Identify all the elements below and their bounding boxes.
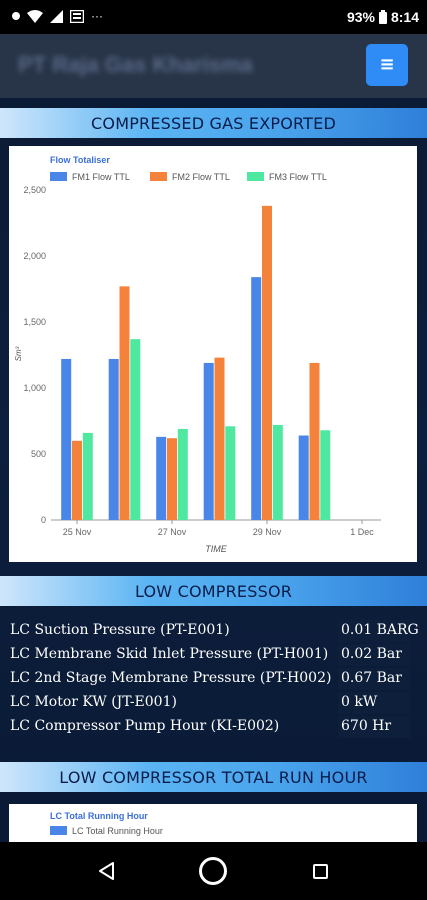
bar: [214, 357, 225, 520]
bar: [82, 432, 93, 520]
bar: [262, 205, 272, 520]
lc-row-label: LC Suction Pressure (PT-E001): [10, 622, 230, 638]
y-axis-ticks: 0 500 1,000 1,500 2,000 2,500: [23, 185, 46, 525]
section-compressed-gas: COMPRESSED GAS EXPORTED: [0, 108, 427, 138]
clock: 8:14: [390, 9, 419, 25]
bar: [167, 438, 177, 520]
signal-icon: [50, 9, 63, 23]
lc-row: LC 2nd Stage Membrane Pressure (PT-H002)…: [0, 667, 427, 691]
flow-totaliser-chart: Flow Totaliser FM1 Flow TTL FM2 Flow TTL F…: [9, 146, 417, 562]
legend-label: FM1 Flow TTL: [72, 172, 130, 182]
bar: [130, 339, 141, 520]
app-content[interactable]: PT Raja Gas Kharisma ≡ COMPRESSED GAS EX…: [0, 34, 427, 842]
chart-title: LC Total Running Hour: [50, 811, 148, 821]
menu-button[interactable]: ≡: [366, 44, 408, 86]
lc-row: LC Suction Pressure (PT-E001) 0.01 BARG: [0, 619, 427, 643]
bar: [203, 362, 214, 520]
x-tick-label: 27 Nov: [158, 527, 187, 537]
x-axis-label: TIME: [205, 544, 227, 554]
lc-row-label: LC Compressor Pump Hour (KI-E002): [10, 718, 280, 734]
low-compressor-table: LC Suction Pressure (PT-E001) 0.01 BARG …: [0, 619, 427, 739]
lc-running-hour-svg: LC Total Running Hour LC Total Running H…: [50, 811, 163, 836]
lc-row-label: LC Motor KW (JT-E001): [10, 694, 177, 710]
legend-swatch: [50, 826, 67, 835]
lc-row-value: 670 Hr: [338, 716, 410, 738]
status-icons-left: ···: [12, 9, 103, 23]
system-nav-bar: [0, 842, 427, 900]
lc-row: LC Motor KW (JT-E001) 0 kW: [0, 691, 427, 715]
lc-row-value: 0.01 BARG: [338, 620, 419, 642]
more-notifications-icon: ···: [91, 9, 103, 23]
legend-swatch: [50, 172, 67, 181]
y-tick-label: 500: [31, 449, 46, 459]
bar: [320, 430, 331, 520]
back-icon[interactable]: [98, 862, 116, 880]
lc-row: LC Membrane Skid Inlet Pressure (PT-H001…: [0, 643, 427, 667]
news-app-icon: [70, 9, 84, 23]
legend-swatch: [247, 172, 264, 181]
x-axis-ticks: 25 Nov 27 Nov 29 Nov 1 Dec: [63, 520, 374, 537]
x-tick-label: 25 Nov: [63, 527, 92, 537]
recent-apps-icon[interactable]: [313, 864, 328, 879]
bar: [108, 358, 119, 520]
y-tick-label: 1,000: [23, 383, 46, 393]
bar: [298, 435, 309, 520]
y-tick-label: 2,500: [23, 185, 46, 195]
chart-bars: [61, 205, 331, 520]
x-tick-label: 29 Nov: [253, 527, 282, 537]
legend-swatch: [150, 172, 167, 181]
bar: [119, 286, 130, 520]
app-title: PT Raja Gas Kharisma: [18, 52, 253, 77]
legend-label: LC Total Running Hour: [72, 826, 163, 836]
lc-row: LC Compressor Pump Hour (KI-E002) 670 Hr: [0, 715, 427, 739]
y-tick-label: 1,500: [23, 317, 46, 327]
section-low-compressor: LOW COMPRESSOR: [0, 576, 427, 606]
lc-row-value: 0.02 Bar: [338, 644, 410, 666]
legend-label: FM2 Flow TTL: [172, 172, 230, 182]
bar: [156, 436, 167, 520]
y-axis-label: Sm³: [14, 346, 23, 361]
status-bar: ··· 93% 8:14: [0, 0, 427, 34]
status-icons-right: 93% 8:14: [347, 9, 419, 25]
bar: [251, 277, 262, 520]
chart-title: Flow Totaliser: [50, 155, 110, 165]
lc-row-value: 0 kW: [338, 692, 410, 714]
notification-dot-icon: [12, 12, 20, 20]
lc-row-label: LC Membrane Skid Inlet Pressure (PT-H001…: [10, 646, 329, 662]
bar: [72, 440, 82, 520]
x-tick-label: 1 Dec: [350, 527, 374, 537]
chart-legend: FM1 Flow TTL FM2 Flow TTL FM3 Flow TTL: [50, 172, 327, 182]
home-icon[interactable]: [199, 857, 227, 885]
bar: [61, 358, 72, 520]
bar: [309, 362, 320, 520]
flow-totaliser-svg: Flow Totaliser FM1 Flow TTL FM2 Flow TTL F…: [14, 155, 381, 554]
wifi-icon: [27, 9, 43, 23]
bar: [177, 428, 188, 520]
bar: [225, 426, 236, 520]
lc-total-running-hour-chart: LC Total Running Hour LC Total Running H…: [9, 804, 417, 842]
legend-label: FM3 Flow TTL: [269, 172, 327, 182]
app-header: PT Raja Gas Kharisma ≡: [0, 34, 427, 98]
menu-icon: ≡: [379, 54, 395, 75]
bar: [272, 424, 283, 520]
y-tick-label: 2,000: [23, 251, 46, 261]
battery-percent: 93%: [346, 9, 375, 25]
battery-icon: [378, 10, 387, 24]
lc-row-label: LC 2nd Stage Membrane Pressure (PT-H002): [10, 670, 332, 686]
y-tick-label: 0: [41, 515, 46, 525]
section-lc-total-run-hour: LOW COMPRESSOR TOTAL RUN HOUR: [0, 762, 427, 792]
lc-row-value: 0.67 Bar: [338, 668, 410, 690]
